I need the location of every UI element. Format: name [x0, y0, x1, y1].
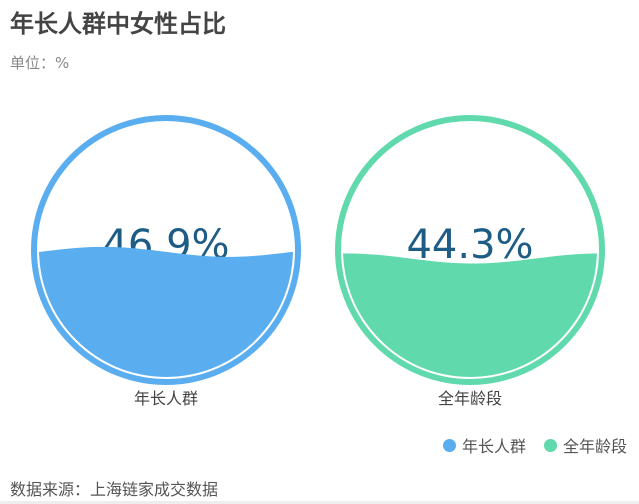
legend-dot [543, 438, 557, 452]
legend-item-0[interactable]: 年长人群 [442, 433, 526, 457]
gauge-0: 46.9%年长人群 [31, 115, 301, 408]
gauge-1: 44.3% 全年龄段 [335, 115, 605, 408]
legend-label: 全年龄段 [562, 437, 627, 456]
gauge-value-label: 44.3% [406, 222, 533, 268]
unit-label: 单位：% [10, 54, 70, 72]
divider [0, 501, 639, 504]
liquid-wave [39, 246, 293, 377]
gauge-ring [335, 115, 605, 385]
legend-label: 年长人群 [461, 437, 526, 456]
gauge-name-label: 全年龄段 [438, 389, 502, 408]
liquid-wave [343, 253, 597, 377]
legend: 年长人群 全年龄段 [442, 433, 627, 457]
gauge-ring [31, 115, 301, 385]
gauge-name-label: 年长人群 [134, 389, 198, 408]
chart-title: 年长人群中女性占比 [10, 10, 226, 38]
legend-item-1[interactable]: 全年龄段 [543, 433, 627, 457]
source-note: 数据来源：上海链家成交数据 [10, 480, 219, 499]
legend-dot [442, 438, 456, 452]
